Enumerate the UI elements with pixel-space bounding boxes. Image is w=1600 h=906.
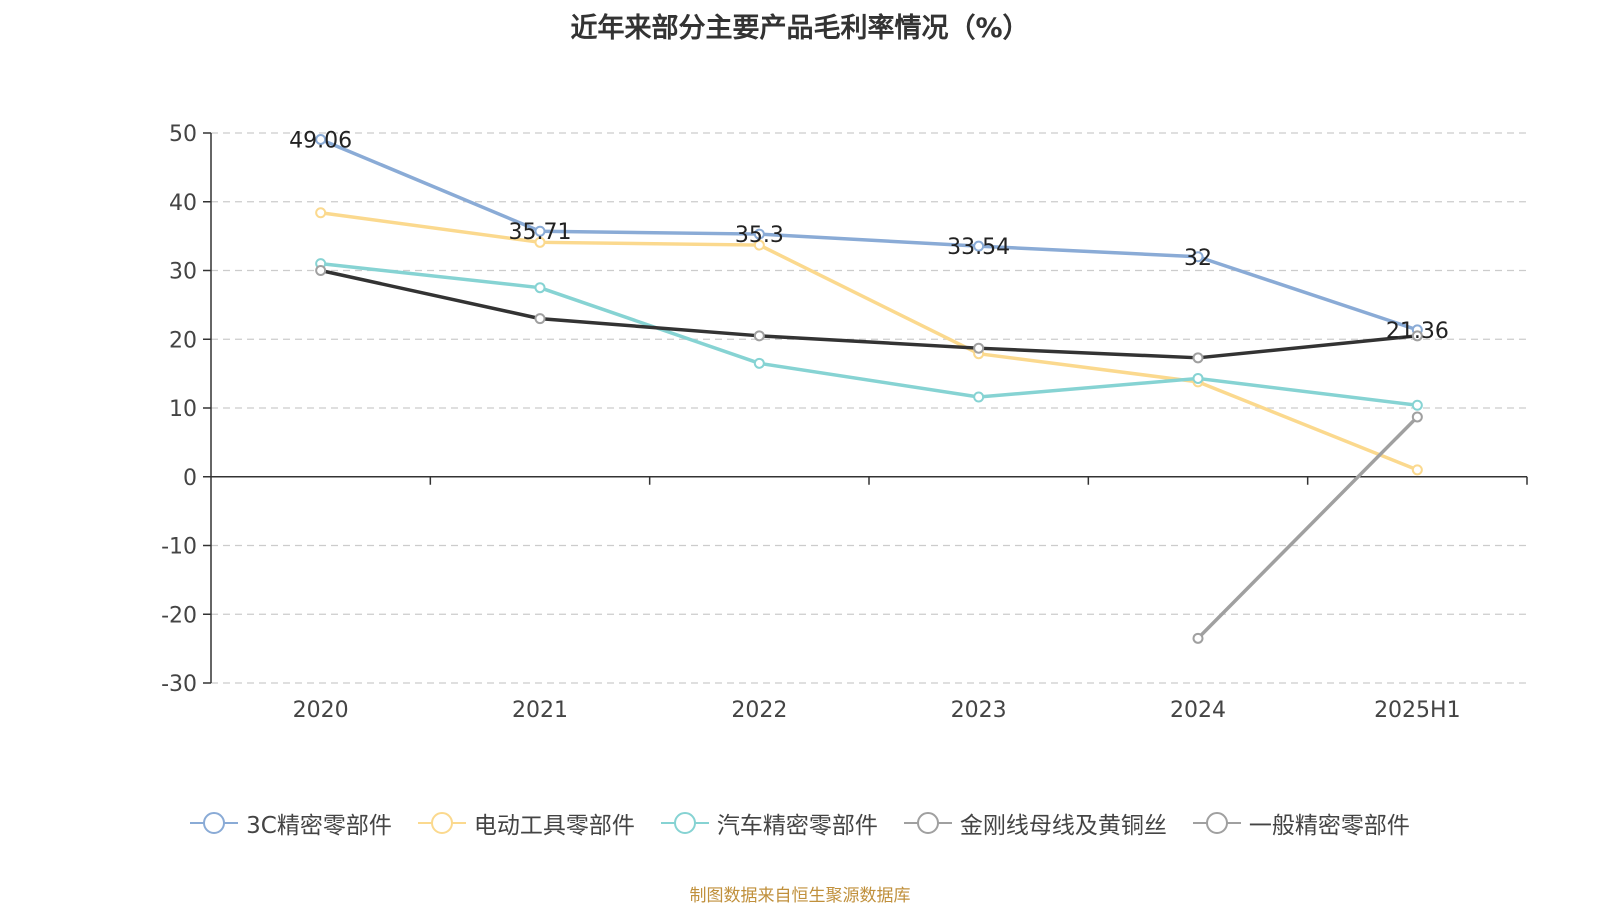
legend-item[interactable]: 金刚线母线及黄铜丝 xyxy=(903,806,1167,840)
y-tick-label: 10 xyxy=(169,397,197,422)
legend-swatch-icon xyxy=(417,812,466,834)
y-tick-label: -20 xyxy=(161,603,197,628)
data-point xyxy=(1192,372,1204,384)
y-tick-label: 40 xyxy=(169,191,197,216)
data-point xyxy=(315,207,327,219)
data-point xyxy=(753,357,765,369)
x-tick-label: 2024 xyxy=(1170,698,1226,723)
data-point xyxy=(1192,632,1204,644)
legend-swatch-icon xyxy=(1192,812,1241,834)
data-point xyxy=(1411,464,1423,476)
legend-item[interactable]: 一般精密零部件 xyxy=(1192,806,1410,840)
series-line xyxy=(320,268,1418,360)
data-source-note: 制图数据来自恒生聚源数据库 xyxy=(689,886,911,906)
data-point xyxy=(315,265,327,276)
data-point xyxy=(1192,352,1204,364)
y-tick-label: -10 xyxy=(161,535,197,560)
y-tick-label: -30 xyxy=(161,672,197,697)
legend-label: 电动工具零部件 xyxy=(473,813,635,839)
legend: 3C精密零部件 电动工具零部件 汽车精密零部件 金刚线母线及黄铜丝 一般精密零部件 xyxy=(0,806,1600,840)
legend-label: 一般精密零部件 xyxy=(1248,813,1410,839)
data-label: 35.71 xyxy=(509,220,572,245)
data-point xyxy=(315,133,327,145)
legend-item[interactable]: 汽车精密零部件 xyxy=(660,806,878,840)
axes: 50 40 30 20 10 0 -10 -20 -30 2020 2021 2022 2023 2024… xyxy=(161,122,1528,723)
data-label: 35.3 xyxy=(735,223,784,248)
series-line xyxy=(319,137,1418,332)
x-tick-label: 2021 xyxy=(512,698,568,723)
data-label: 33.54 xyxy=(947,235,1010,260)
data-point xyxy=(753,228,765,240)
legend-item[interactable]: 电动工具零部件 xyxy=(417,806,635,840)
data-point xyxy=(1192,251,1204,263)
data-point xyxy=(973,391,985,403)
x-tick-label: 2025H1 xyxy=(1374,698,1461,723)
data-point xyxy=(1411,411,1423,423)
y-tick-label: 20 xyxy=(169,328,197,353)
legend-swatch-icon xyxy=(903,812,952,834)
data-point xyxy=(534,282,546,294)
legend-item[interactable]: 3C精密零部件 xyxy=(190,806,392,840)
x-tick-label: 2022 xyxy=(731,698,787,723)
y-tick-label: 0 xyxy=(183,466,197,491)
series-line xyxy=(1196,415,1419,640)
x-tick-label: 2020 xyxy=(293,698,349,723)
series-lines xyxy=(315,133,1423,644)
y-tick-label: 30 xyxy=(169,260,197,285)
data-label: 32 xyxy=(1184,246,1212,271)
legend-swatch-icon xyxy=(190,812,239,834)
legend-label: 金刚线母线及黄铜丝 xyxy=(959,813,1167,839)
legend-label: 3C精密零部件 xyxy=(246,813,392,839)
data-point xyxy=(534,236,546,248)
data-point xyxy=(973,240,985,252)
data-point xyxy=(1411,399,1423,411)
data-point xyxy=(753,239,765,251)
legend-swatch-icon xyxy=(660,812,709,834)
grid-lines xyxy=(211,132,1527,684)
legend-label: 汽车精密零部件 xyxy=(716,813,878,839)
data-label: 49.06 xyxy=(289,128,352,153)
data-label: 21.36 xyxy=(1386,319,1449,344)
data-point xyxy=(1411,330,1423,342)
data-point xyxy=(534,313,546,325)
series-line xyxy=(320,261,1418,407)
data-labels: 49.06 35.71 35.3 33.54 32 21.36 xyxy=(289,128,1449,343)
data-point xyxy=(973,342,985,354)
x-tick-label: 2023 xyxy=(951,698,1007,723)
y-tick-label: 50 xyxy=(169,122,197,147)
chart-title: 近年来部分主要产品毛利率情况（%） xyxy=(570,13,1030,44)
data-point xyxy=(753,330,765,342)
series-line xyxy=(320,211,1418,472)
data-point xyxy=(534,225,546,237)
